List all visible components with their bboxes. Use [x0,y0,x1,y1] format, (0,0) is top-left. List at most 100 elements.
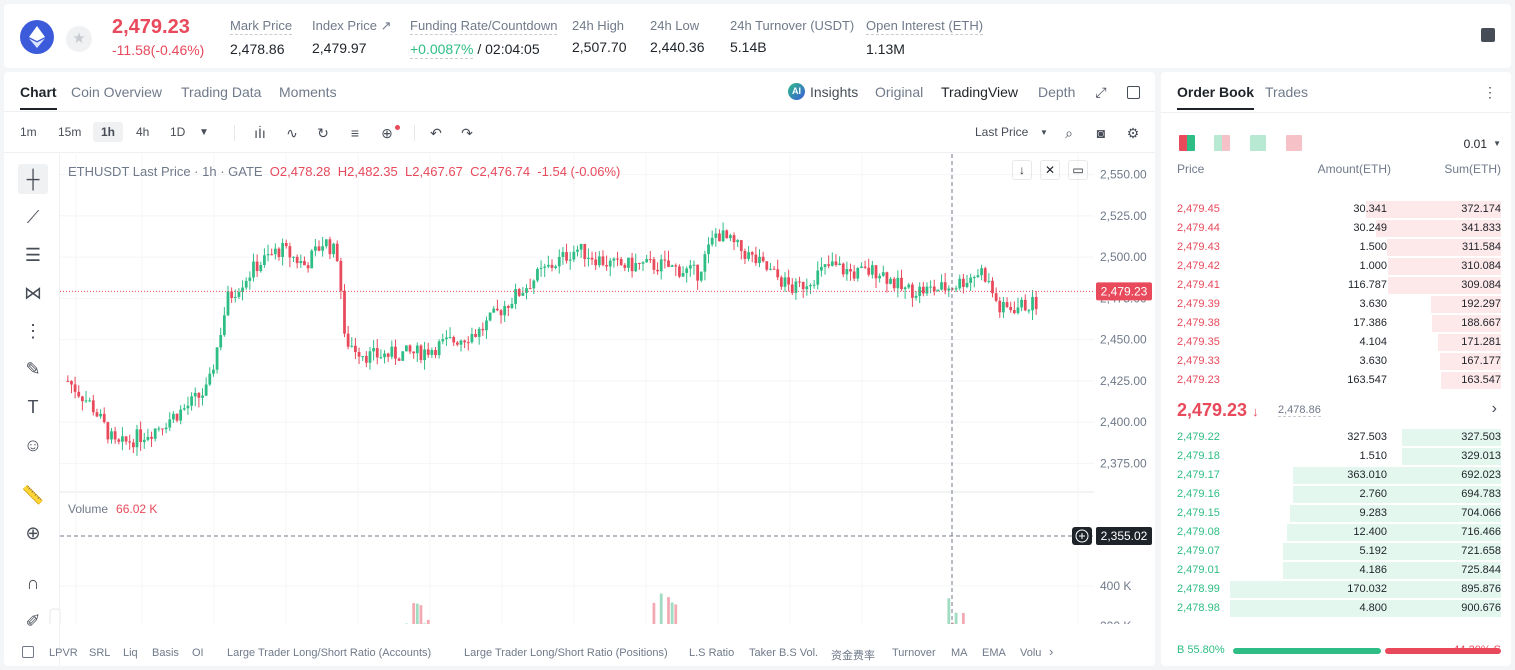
price-type-dropdown-icon[interactable]: ▼ [1040,128,1048,137]
scroll-down-icon[interactable]: ↓ [1012,160,1032,180]
candle-type-icon[interactable]: ıİı [254,125,266,141]
trendline-icon[interactable]: ⟋ [26,207,40,227]
view-mixed-icon[interactable] [1214,135,1230,151]
bid-row[interactable]: 2,479.15 9.283 704.066 [1161,504,1511,523]
timeframe-1h[interactable]: 1h [93,122,124,142]
pencil-lock-icon[interactable]: ✐ [25,611,41,631]
brush-icon[interactable]: ✎ [25,359,41,379]
tab-moments[interactable]: Moments [279,84,337,100]
crosshair-icon[interactable]: ┼ [18,164,48,194]
tab-tradingview[interactable]: TradingView [941,84,1019,100]
indicator-ls-ratio[interactable]: L.S Ratio [689,647,735,659]
candle-body [204,384,208,396]
indicator-ema[interactable]: EMA [982,647,1006,659]
stat-index-price[interactable]: Index Price ↗ 2,479.97 [312,18,392,56]
indicator-toggle-icon[interactable] [22,646,34,658]
tab-trades[interactable]: Trades [1265,84,1309,100]
view-bids-icon[interactable] [1250,135,1266,151]
indicator-turnover[interactable]: Turnover [892,647,936,659]
bid-row[interactable]: 2,479.18 1.510 329.013 [1161,447,1511,466]
timeframe-1d[interactable]: 1D [170,125,186,139]
fib-icon[interactable]: ⋮ [24,321,42,341]
indicator-lt-accounts[interactable]: Large Trader Long/Short Ratio (Accounts) [227,647,432,659]
ask-row[interactable]: 2,479.39 3.630 192.297 [1161,295,1511,314]
bid-row[interactable]: 2,479.22 327.503 327.503 [1161,428,1511,447]
tab-depth[interactable]: Depth [1038,84,1076,100]
fullscreen-icon[interactable]: ▭ [1068,160,1088,180]
bid-row[interactable]: 2,479.17 363.010 692.023 [1161,466,1511,485]
indicator-liq[interactable]: Liq [123,647,138,659]
indicator-ma[interactable]: MA [951,647,968,659]
add-alert-icon[interactable]: ⊕ [381,125,393,141]
ask-row[interactable]: 2,479.38 17.386 188.667 [1161,314,1511,333]
bid-row[interactable]: 2,479.01 4.186 725.844 [1161,561,1511,580]
ask-row[interactable]: 2,479.43 1.500 311.584 [1161,238,1511,257]
book-icon[interactable] [1481,28,1495,42]
timeframe-4h[interactable]: 4h [136,125,150,139]
timeframe-15m[interactable]: 15m [58,125,82,139]
indicator-volume[interactable]: Volu [1020,647,1042,659]
indicator-taker-vol[interactable]: Taker B.S Vol. [749,647,819,659]
close-legend-icon[interactable]: ✕ [1040,160,1060,180]
indicator-oi[interactable]: OI [192,647,204,659]
tab-coin-overview[interactable]: Coin Overview [71,84,163,100]
indicator-lt-positions[interactable]: Large Trader Long/Short Ratio (Positions… [464,647,668,659]
tab-trading-data[interactable]: Trading Data [181,84,262,100]
indicator-icon[interactable]: ∿ [286,125,298,141]
bid-row[interactable]: 2,478.99 170.032 895.876 [1161,580,1511,599]
precision-dropdown-icon[interactable]: ▼ [1493,139,1501,148]
horizontal-lines-icon[interactable]: ☰ [24,245,42,265]
search-icon[interactable]: ⌕ [1065,125,1073,141]
depth-bar [1388,277,1501,294]
candle-body [463,340,467,343]
window-icon[interactable] [1127,86,1140,99]
bid-row[interactable]: 2,479.07 5.192 721.658 [1161,542,1511,561]
settings-gear-icon[interactable]: ⚙ [1126,125,1140,141]
more-options-icon[interactable]: ⋮ [1483,84,1497,100]
ask-row[interactable]: 2,479.44 30.249 341.833 [1161,219,1511,238]
indicator-scroll-right-icon[interactable]: › [1049,644,1054,659]
ask-row[interactable]: 2,479.41 116.787 309.084 [1161,276,1511,295]
emoji-icon[interactable]: ☺ [23,435,43,455]
text-tool-icon[interactable]: T [27,397,39,417]
indicator-lpvr[interactable]: LPVR [49,647,78,659]
chevron-right-icon[interactable]: › [1491,400,1497,417]
bid-row[interactable]: 2,478.98 4.800 900.676 [1161,599,1511,618]
timeframe-1m[interactable]: 1m [20,125,37,139]
candle-body [481,328,485,331]
indicator-funding[interactable]: 资金费率 [831,650,875,662]
magnet-icon[interactable]: ∩ [26,573,40,593]
bid-row[interactable]: 2,479.16 2.760 694.783 [1161,485,1511,504]
ask-row[interactable]: 2,479.33 3.630 167.177 [1161,352,1511,371]
candle-body [769,268,772,270]
favorite-star-icon[interactable]: ★ [66,26,92,52]
indicator-srl[interactable]: SRL [89,647,111,659]
camera-icon[interactable]: ◙ [1096,125,1106,141]
bid-row[interactable]: 2,479.08 12.400 716.466 [1161,523,1511,542]
divider [414,125,415,141]
ask-row[interactable]: 2,479.35 4.104 171.281 [1161,333,1511,352]
price-chart[interactable]: 2,550.002,525.002,500.002,475.002,450.00… [4,154,1155,624]
ask-row[interactable]: 2,479.23 163.547 163.547 [1161,371,1511,390]
precision-select[interactable]: 0.01 [1463,137,1487,151]
indicator-basis[interactable]: Basis [152,647,179,659]
view-asks-icon[interactable] [1286,135,1302,151]
redo-icon[interactable]: ↷ [461,125,473,141]
tab-chart[interactable]: Chart [20,84,57,110]
zoom-in-icon[interactable]: ⊕ [25,523,41,543]
candle-body [266,254,270,256]
undo-icon[interactable]: ↶ [430,125,442,141]
tab-original[interactable]: Original [875,84,924,100]
ask-row[interactable]: 2,479.42 1.000 310.084 [1161,257,1511,276]
ruler-icon[interactable]: 📏 [21,485,45,505]
price-type-select[interactable]: Last Price [975,125,1029,139]
expand-icon[interactable]: ⤢ [1095,84,1107,100]
pattern-icon[interactable]: ⋈ [24,283,42,303]
tab-insights[interactable]: Insights [810,84,859,100]
timeframe-dropdown-icon[interactable]: ▼ [199,127,209,138]
ask-row[interactable]: 2,479.45 30.341 372.174 [1161,200,1511,219]
tab-order-book[interactable]: Order Book [1177,84,1255,110]
view-both-icon[interactable] [1179,135,1195,151]
compare-icon[interactable]: ↻ [317,125,329,141]
template-icon[interactable]: ≡ [350,125,360,141]
